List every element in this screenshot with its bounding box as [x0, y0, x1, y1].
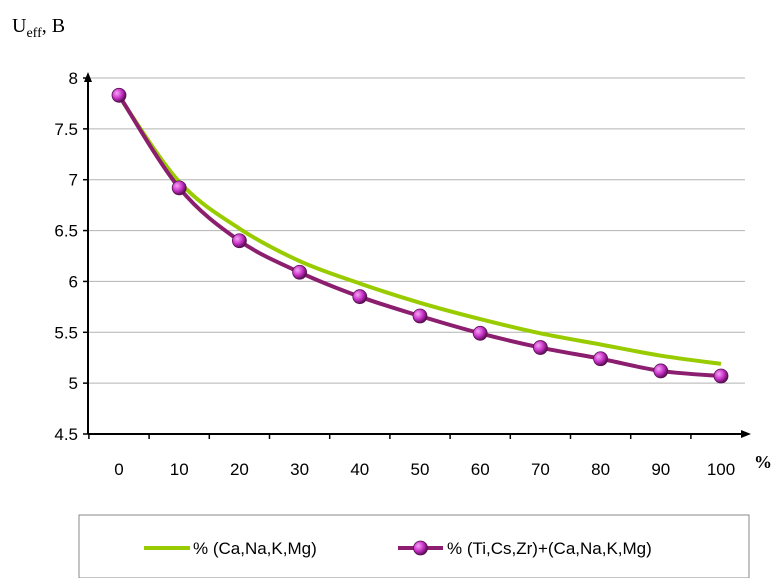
y-tick-label: 6.5	[54, 222, 78, 241]
y-tick-label: 7	[69, 171, 78, 190]
y-axis-ticks: 4.5 5 5.5 6 6.5 7 7.5 8	[54, 69, 88, 444]
legend-marker	[413, 540, 428, 556]
y-tick-label: 6	[69, 272, 78, 291]
x-tick-label: 90	[651, 460, 670, 479]
x-tick-label: 40	[350, 460, 369, 479]
x-tick-label: 80	[591, 460, 610, 479]
legend-item-1: % (Ca,Na,K,Mg)	[144, 539, 317, 558]
data-point	[292, 264, 308, 280]
x-axis-arrow	[741, 430, 751, 438]
data-point	[653, 363, 669, 379]
series-line-1	[117, 95, 722, 366]
y-tick-label: 5	[69, 374, 78, 393]
data-point	[713, 368, 729, 384]
y-axis-title: Ueff, B	[12, 15, 65, 41]
data-point	[171, 180, 187, 196]
data-point	[231, 233, 247, 249]
legend: % (Ca,Na,K,Mg) % (Ti,Cs,Zr)+(Ca,Na,K,Mg)	[144, 539, 652, 558]
y-tick-label: 7.5	[54, 120, 78, 139]
y-tick-label: 4.5	[54, 425, 78, 444]
x-tick-label: 50	[411, 460, 430, 479]
y-tick-label: 5.5	[54, 323, 78, 342]
y-tick-label: 8	[69, 69, 78, 88]
x-tick-label: 20	[230, 460, 249, 479]
legend-label: % (Ti,Cs,Zr)+(Ca,Na,K,Mg)	[447, 539, 652, 558]
data-point	[472, 325, 488, 341]
x-axis-unit: %	[754, 452, 772, 472]
x-tick-label: 30	[290, 460, 309, 479]
x-tick-label: 60	[471, 460, 490, 479]
data-point	[111, 87, 127, 103]
x-tick-label: 10	[170, 460, 189, 479]
y-axis-arrow	[84, 72, 92, 82]
data-point	[533, 340, 548, 355]
x-axis-ticks: 0 10 20 30 40 50 60 70 80 90 100	[88, 434, 735, 479]
series-layer	[111, 87, 729, 384]
data-point	[412, 308, 428, 324]
series-line-2	[117, 94, 722, 379]
data-point	[593, 351, 608, 367]
data-point	[352, 289, 368, 305]
x-tick-label: 100	[707, 460, 735, 479]
x-tick-label: 0	[114, 460, 123, 479]
gridlines	[88, 77, 745, 384]
legend-label: % (Ca,Na,K,Mg)	[193, 539, 317, 558]
x-tick-label: 70	[531, 460, 550, 479]
legend-item-2: % (Ti,Cs,Zr)+(Ca,Na,K,Mg)	[398, 539, 652, 558]
